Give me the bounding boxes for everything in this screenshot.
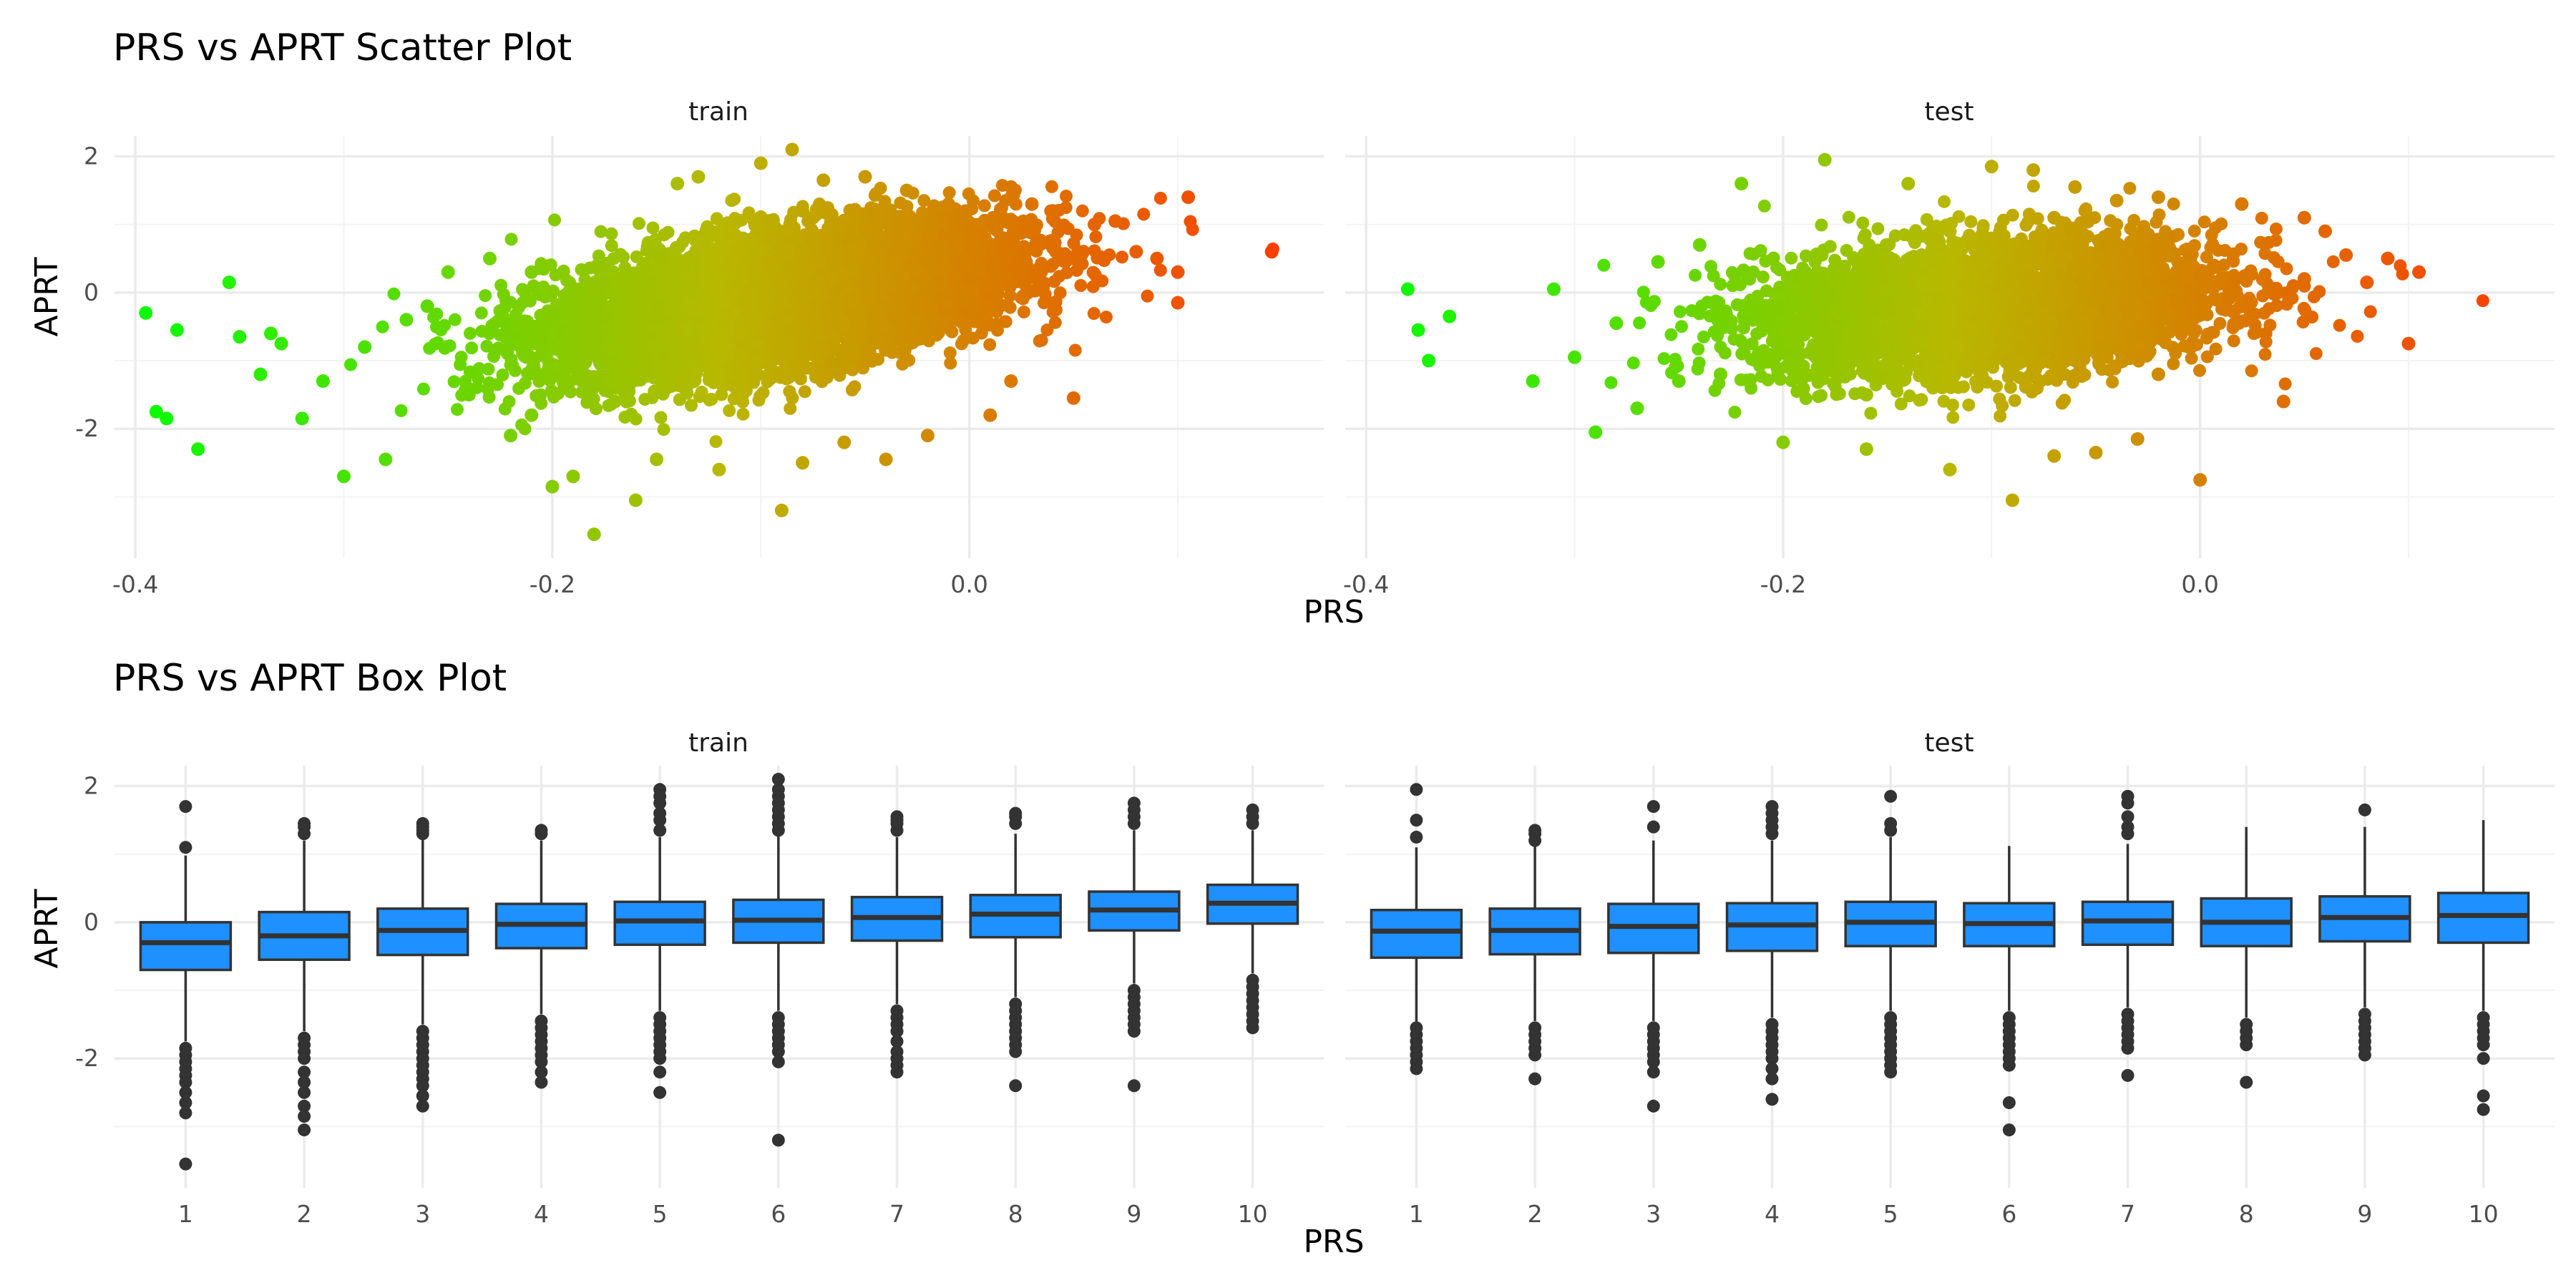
scatter-point (479, 289, 492, 303)
scatter-point (344, 358, 357, 371)
scatter-point (1099, 311, 1113, 324)
scatter-point (1116, 250, 1128, 264)
scatter-point (482, 362, 495, 376)
scatter-point (1087, 266, 1101, 280)
scatter-point (487, 350, 500, 364)
scatter-point (394, 404, 408, 417)
scatter-x-tick-label: -0.4 (112, 570, 158, 598)
scatter-point (633, 217, 645, 230)
scatter-point (548, 213, 561, 227)
scatter-point (1098, 254, 1111, 268)
scatter-point (607, 252, 620, 265)
scatter-point (657, 423, 670, 436)
scatter-point (1137, 208, 1151, 221)
scatter-point (605, 227, 618, 240)
scatter-point (654, 374, 668, 387)
scatter-point (962, 204, 975, 218)
scatter-point (387, 287, 401, 301)
scatter-point (1017, 306, 1030, 318)
scatter-point (798, 385, 811, 399)
scatter-y-tick-label: 2 (84, 142, 99, 170)
scatter-point (1060, 190, 1073, 203)
scatter-x-tick-label: -0.2 (530, 570, 575, 598)
scatter-point (1053, 270, 1066, 283)
scatter-y-tick-label: -2 (75, 414, 99, 442)
scatter-plot-section: PRS vs APRT Scatter Plot train test -0.4… (29, 26, 2555, 630)
scatter-point (654, 411, 668, 424)
scatter-point (502, 395, 516, 409)
scatter-point (1045, 180, 1058, 193)
scatter-y-tick-label: 0 (84, 278, 99, 306)
scatter-point (1046, 258, 1060, 271)
scatter-panels: -0.4 -0.2 0.0 -2 0 2-0.4 -0.2 0.0 (75, 136, 2555, 598)
scatter-point (1186, 223, 1199, 236)
scatter-panel-train: -0.4 -0.2 0.0 -2 0 2 (75, 136, 1324, 598)
scatter-point (987, 189, 1001, 203)
scatter-point (723, 404, 736, 417)
scatter-point (728, 192, 741, 206)
scatter-point (376, 320, 389, 333)
scatter-point (1068, 343, 1082, 357)
scatter-point (465, 341, 479, 355)
scatter-point (896, 357, 909, 371)
scatter-point (709, 435, 723, 449)
scatter-point (962, 187, 975, 200)
scatter-point (983, 338, 997, 351)
scatter-point (1075, 204, 1089, 218)
scatter-point (451, 403, 464, 416)
scatter-point (448, 313, 462, 326)
scatter-point-cloud-train (344, 179, 1279, 449)
scatter-point (959, 323, 972, 336)
scatter-facet-label-test: test (1924, 97, 1974, 127)
scatter-point (1057, 218, 1070, 232)
scatter-point (1074, 279, 1088, 292)
scatter-point (1087, 307, 1101, 321)
scatter-point (434, 323, 448, 337)
scatter-point (977, 199, 991, 213)
scatter-point (685, 399, 698, 412)
scatter-point (590, 402, 602, 416)
scatter-point (587, 372, 600, 386)
scatter-point (1141, 289, 1154, 303)
scatter-point (1088, 244, 1101, 258)
scatter-point (564, 385, 577, 399)
scatter-point (845, 384, 859, 396)
scatter-point (733, 365, 746, 379)
scatter-point (551, 387, 565, 401)
scatter-point (518, 422, 532, 436)
scatter-point (530, 389, 543, 402)
scatter-point (736, 407, 750, 421)
scatter-x-tick-label: 0.0 (950, 570, 987, 598)
scatter-facet-label-train: train (688, 97, 748, 127)
scatter-plot-title: PRS vs APRT Scatter Plot (113, 26, 572, 69)
scatter-point (518, 286, 532, 299)
scatter-point (447, 375, 461, 389)
scatter-point (646, 221, 660, 235)
scatter-point (575, 263, 588, 276)
scatter-point (1037, 296, 1050, 310)
scatter-point (1153, 263, 1167, 277)
scatter-point (474, 306, 488, 320)
scatter-point (784, 401, 797, 415)
